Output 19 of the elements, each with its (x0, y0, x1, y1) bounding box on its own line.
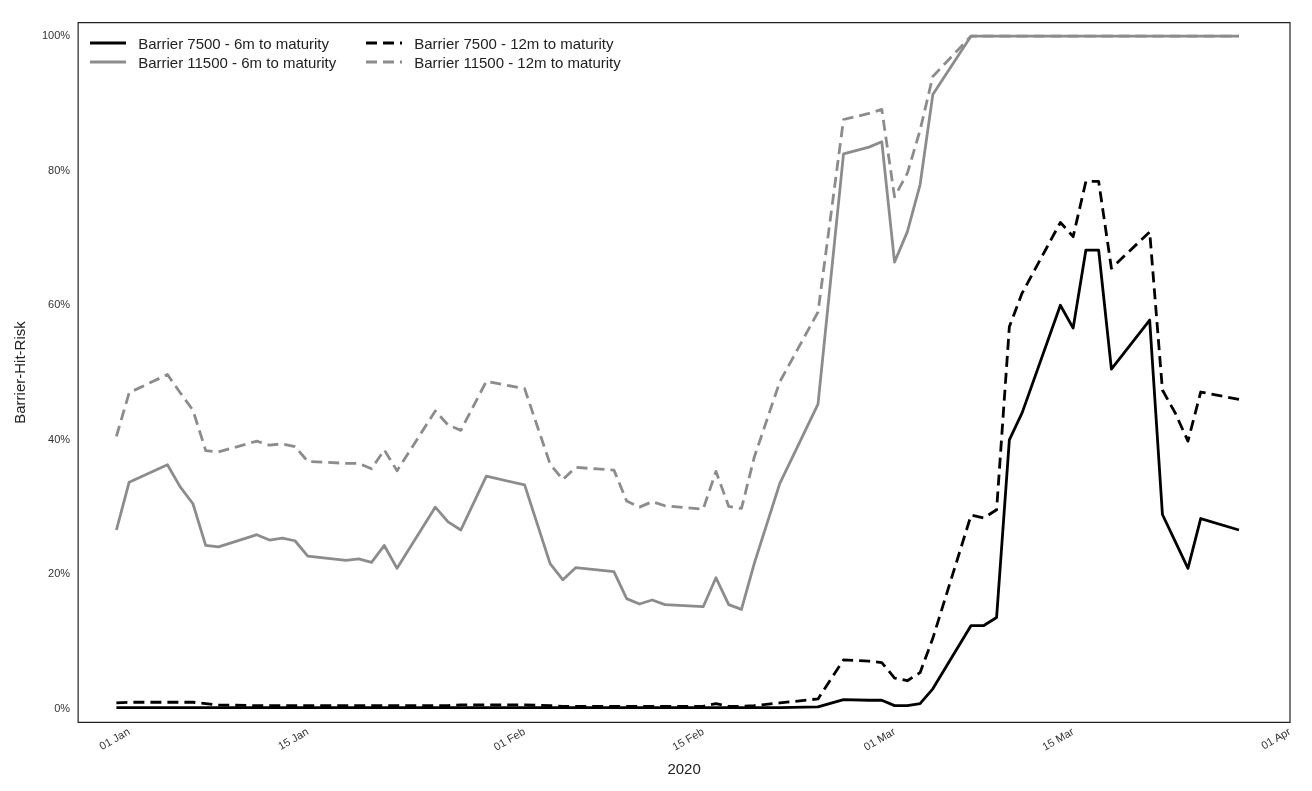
y-tick-label: 80% (48, 163, 71, 176)
y-axis-title: Barrier-Hit-Risk (11, 320, 29, 424)
x-tick-label: 15 Jan (275, 725, 311, 753)
y-tick-label: 60% (48, 298, 71, 311)
x-tick-label: 15 Feb (670, 725, 706, 753)
x-axis-title: 2020 (667, 760, 701, 778)
y-tick-label: 20% (48, 567, 71, 580)
legend-label: Barrier 7500 - 6m to maturity (138, 34, 330, 52)
y-tick-label: 0% (54, 702, 71, 715)
y-tick-label: 40% (48, 432, 71, 445)
legend-label: Barrier 7500 - 12m to maturity (414, 34, 614, 52)
x-tick-label: 01 Jan (97, 725, 132, 753)
y-tick-label: 100% (41, 29, 71, 42)
legend-label: Barrier 11500 - 6m to maturity (138, 53, 337, 71)
x-tick-label: 15 Mar (1040, 724, 1076, 753)
x-tick-label: 01 Feb (491, 725, 528, 753)
x-tick-label: 01 Apr (1259, 724, 1293, 752)
x-tick-label: 01 Mar (861, 724, 898, 753)
legend-label: Barrier 11500 - 12m to maturity (414, 53, 621, 71)
